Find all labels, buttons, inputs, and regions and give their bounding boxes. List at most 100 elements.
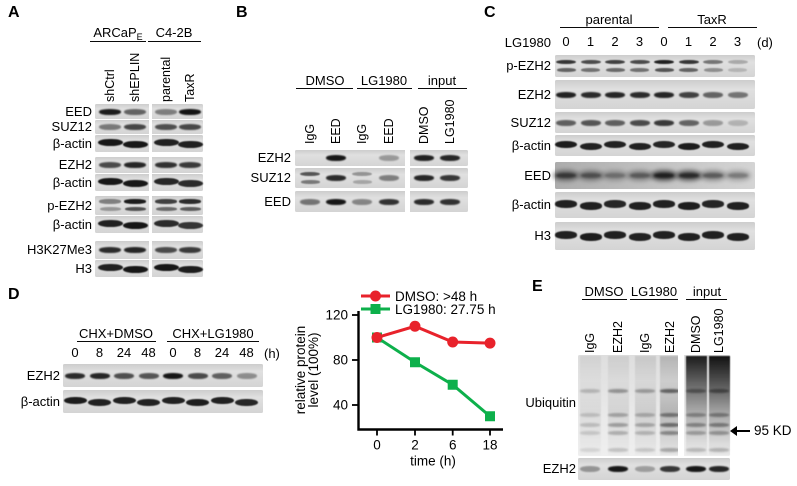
- ubiquitin-lane-smear: [685, 356, 707, 455]
- blot-band: [124, 199, 146, 204]
- timepoint-label: 8: [95, 345, 104, 360]
- row-label: β-actin: [52, 174, 92, 190]
- blot-band: [678, 91, 699, 98]
- group-header: LG1980: [360, 73, 408, 88]
- blot-band: [122, 179, 148, 188]
- panel-e-letter: E: [532, 278, 543, 295]
- blot-band: [678, 119, 699, 126]
- blot-band: [556, 67, 576, 72]
- ubiquitin-band: [608, 413, 628, 417]
- blot-band: [728, 67, 747, 72]
- blot-band: [153, 177, 179, 186]
- timepoint-label: 0: [169, 345, 177, 360]
- blot-band: [556, 173, 576, 178]
- ubiquitin-band: [635, 413, 655, 417]
- group-underline: [90, 41, 146, 43]
- blot-band: [179, 247, 201, 253]
- group-underline: [418, 88, 467, 90]
- row-label: β-actin: [511, 137, 551, 153]
- lane-label: DMSO: [689, 315, 703, 354]
- timepoint-label: 2: [709, 34, 717, 49]
- blot-band: [629, 173, 650, 178]
- lane-label: EZH2: [611, 321, 625, 353]
- blot-band: [414, 155, 434, 161]
- blot-band: [236, 372, 257, 379]
- blot-strip: [555, 192, 755, 218]
- size-marker-arrow: [734, 430, 750, 432]
- chart-data-point: [485, 411, 495, 422]
- blot-band: [352, 171, 372, 177]
- blot-band: [605, 67, 625, 72]
- row-label: H3K27Me3: [26, 242, 92, 257]
- lane-label: IgG: [303, 123, 317, 144]
- chart-legend-marker: [370, 304, 381, 314]
- panel-d-letter: D: [8, 286, 20, 303]
- blot-band: [124, 207, 146, 212]
- blot-band: [99, 124, 121, 130]
- blot-band: [155, 199, 177, 204]
- blot-band: [112, 396, 136, 405]
- blot-band: [556, 119, 576, 126]
- blot-band: [155, 207, 177, 212]
- blot-band: [653, 231, 675, 239]
- ubiquitin-lane-smear: [579, 356, 601, 455]
- chart-y-axis-label: level (100%): [306, 332, 321, 407]
- blot-strip: [555, 112, 755, 133]
- lane-label: IgG: [355, 123, 369, 144]
- blot-band: [581, 67, 600, 72]
- blot-band: [138, 372, 159, 379]
- blot-strip: [295, 150, 468, 166]
- blot-band: [556, 91, 576, 98]
- group-header: parental: [585, 12, 633, 27]
- blot-band: [155, 247, 177, 253]
- blot-band: [703, 119, 723, 126]
- group-underline: [668, 27, 757, 29]
- group-header: input: [427, 73, 457, 88]
- timepoint-label: 24: [214, 345, 230, 360]
- time-unit-label: (d): [757, 35, 773, 50]
- timepoint-label: 8: [193, 345, 202, 360]
- group-underline: [167, 341, 259, 343]
- blot-strip: [553, 162, 755, 189]
- ubiquitin-band: [709, 423, 729, 427]
- blot-band: [630, 67, 649, 72]
- blot-band: [700, 170, 726, 181]
- lane-label: IgG: [583, 332, 597, 353]
- size-marker-arrowhead: [730, 426, 737, 436]
- blot-band: [677, 202, 700, 210]
- blot-band: [114, 372, 134, 379]
- group-underline: [560, 27, 659, 29]
- blot-band: [580, 91, 601, 98]
- blot-band: [99, 247, 121, 253]
- group-header: C4-2B: [155, 25, 193, 40]
- blot-band: [556, 59, 576, 65]
- row-label: β-actin: [20, 393, 60, 409]
- blot-band: [210, 396, 234, 405]
- timepoint-label: 0: [71, 345, 79, 360]
- blot-band: [163, 372, 183, 379]
- chart-y-tick-label: 80: [333, 353, 348, 368]
- ubiquitin-band: [635, 423, 655, 427]
- ubiquitin-band: [709, 431, 729, 435]
- blot-band: [555, 200, 577, 208]
- blot-band: [678, 173, 699, 178]
- chart-legend-label: LG1980: 27.75 h: [395, 302, 496, 317]
- blot-band: [677, 142, 700, 151]
- lane-label: DMSO: [417, 106, 431, 145]
- blot-strip: [63, 364, 263, 387]
- ubiquitin-band: [660, 423, 680, 427]
- row-label: p-EZH2: [47, 197, 92, 213]
- blot-band: [727, 173, 748, 178]
- blot-band: [124, 162, 146, 168]
- blot-band: [177, 179, 203, 188]
- chart-data-point: [409, 320, 421, 332]
- timepoint-label: 48: [141, 345, 156, 360]
- lane-divider: [148, 103, 152, 278]
- blot-band: [177, 140, 203, 149]
- timepoint-label: 0: [562, 34, 570, 49]
- blot-band: [654, 59, 674, 65]
- blot-band: [161, 396, 185, 405]
- blot-band: [379, 155, 399, 161]
- chart-x-tick-label: 18: [482, 438, 497, 453]
